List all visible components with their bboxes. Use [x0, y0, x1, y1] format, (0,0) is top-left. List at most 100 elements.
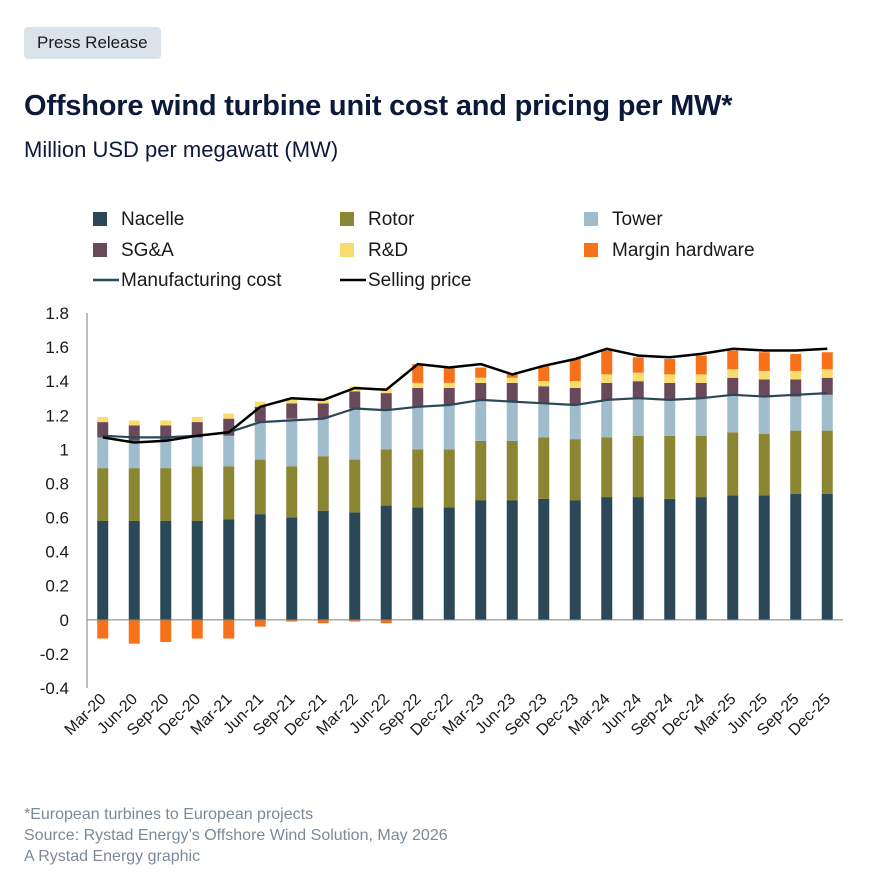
- bar-randd-jun-20: [128, 420, 140, 426]
- bar-nacelle-dec-20: [191, 520, 203, 620]
- y-tick-label: 0.4: [45, 543, 69, 562]
- bar-sganda-dec-23: [569, 388, 581, 406]
- legend-label-randd: R&D: [368, 240, 408, 261]
- bar-randd-mar-23: [475, 377, 487, 383]
- bar-margin-hardware-jun-24: [632, 357, 644, 373]
- legend-swatch-rotor: [340, 212, 354, 226]
- bar-nacelle-jun-23: [506, 500, 518, 620]
- bar-tower-mar-25: [727, 394, 739, 433]
- bar-nacelle-sep-22: [412, 507, 424, 620]
- bar-margin-hardware-jun-23: [506, 374, 518, 378]
- bar-tower-sep-20: [160, 440, 172, 469]
- bar-sganda-mar-20: [97, 422, 109, 438]
- bar-margin-hardware-sep-22: [412, 364, 424, 383]
- bar-randd-mar-20: [97, 416, 109, 423]
- legend: Nacelle Rotor Tower SG&A R&D Margin hardware M…: [93, 209, 755, 291]
- bar-sganda-mar-22: [349, 391, 361, 409]
- bar-tower-sep-23: [538, 403, 550, 438]
- bar-sganda-sep-20: [160, 425, 172, 441]
- y-tick-label: 0.8: [45, 474, 69, 493]
- bar-margin-hardware-mar-20: [97, 619, 109, 639]
- bar-tower-jun-20: [128, 440, 140, 469]
- bar-sganda-mar-25: [727, 377, 739, 395]
- bar-nacelle-jun-24: [632, 497, 644, 620]
- y-tick-label: 1: [60, 440, 69, 459]
- bar-randd-sep-21: [286, 398, 298, 404]
- bar-margin-hardware-mar-21: [223, 619, 235, 639]
- bar-nacelle-mar-20: [97, 520, 109, 620]
- source-note: Source: Rystad Energy’s Offshore Wind So…: [24, 827, 448, 844]
- bar-rotor-jun-23: [506, 440, 518, 501]
- bar-tower-dec-20: [191, 437, 203, 467]
- bar-rotor-jun-22: [380, 449, 392, 506]
- line-selling-price: [102, 347, 828, 444]
- legend-swatch-margin-hardware: [584, 243, 598, 257]
- bar-margin-hardware-mar-23: [475, 367, 487, 378]
- bar-rotor-dec-24: [695, 435, 707, 498]
- bar-sganda-mar-21: [223, 418, 235, 436]
- tick-labels-layer: -0.4-0.200.20.40.60.811.21.41.61.8Mar-20…: [40, 304, 834, 739]
- bar-tower-dec-21: [317, 418, 329, 457]
- bar-randd-dec-24: [695, 374, 707, 383]
- bar-randd-sep-20: [160, 420, 172, 426]
- bar-randd-sep-25: [790, 370, 802, 380]
- bar-tower-sep-25: [790, 396, 802, 431]
- bar-margin-hardware-dec-25: [821, 352, 833, 370]
- bar-sganda-jun-22: [380, 393, 392, 411]
- bar-nacelle-mar-22: [349, 512, 361, 620]
- bar-rotor-sep-24: [664, 435, 676, 499]
- bar-sganda-jun-24: [632, 381, 644, 399]
- chart-title: Offshore wind turbine unit cost and pric…: [24, 90, 733, 122]
- legend-label-manufacturing-cost: Manufacturing cost: [121, 270, 282, 291]
- bar-rotor-jun-20: [128, 468, 140, 521]
- bar-sganda-dec-21: [317, 403, 329, 419]
- bar-nacelle-sep-24: [664, 498, 676, 620]
- bar-tower-dec-24: [695, 398, 707, 436]
- bar-nacelle-jun-20: [128, 520, 140, 620]
- bar-margin-hardware-jun-22: [380, 619, 392, 624]
- bar-margin-hardware-jun-21: [254, 619, 266, 627]
- bar-randd-sep-24: [664, 374, 676, 383]
- y-tick-label: 0: [60, 611, 69, 630]
- legend-swatch-sganda: [93, 243, 107, 257]
- bar-sganda-sep-22: [412, 388, 424, 407]
- legend-label-margin-hardware: Margin hardware: [612, 240, 755, 261]
- bar-margin-hardware-dec-24: [695, 355, 707, 375]
- bar-rotor-sep-20: [160, 468, 172, 521]
- bar-randd-mar-25: [727, 369, 739, 378]
- bar-randd-dec-23: [569, 381, 581, 388]
- axes-layer: [86, 313, 843, 688]
- bar-nacelle-dec-23: [569, 500, 581, 620]
- bar-sganda-sep-21: [286, 403, 298, 419]
- bar-sganda-sep-25: [790, 379, 802, 397]
- press-release-badge: Press Release: [24, 27, 161, 59]
- bar-rotor-dec-25: [821, 430, 833, 494]
- bar-sganda-sep-23: [538, 386, 550, 404]
- bar-randd-dec-25: [821, 369, 833, 378]
- bar-tower-dec-25: [821, 394, 833, 431]
- bar-nacelle-jun-22: [380, 505, 392, 620]
- bar-tower-jun-24: [632, 398, 644, 436]
- bar-margin-hardware-mar-24: [601, 350, 613, 375]
- bar-tower-jun-25: [758, 396, 770, 435]
- bar-randd-mar-21: [223, 413, 235, 419]
- legend-swatch-nacelle: [93, 212, 107, 226]
- bar-tower-sep-22: [412, 406, 424, 450]
- bar-sganda-dec-24: [695, 382, 707, 399]
- bar-tower-dec-23: [569, 405, 581, 440]
- bar-margin-hardware-jun-25: [758, 352, 770, 371]
- y-tick-label: 1.8: [45, 304, 69, 323]
- bar-sganda-jun-21: [254, 406, 266, 423]
- bar-rotor-jun-21: [254, 459, 266, 515]
- y-tick-label: 1.4: [45, 372, 69, 391]
- bar-nacelle-dec-24: [695, 497, 707, 620]
- bar-nacelle-mar-21: [223, 519, 235, 620]
- bar-nacelle-dec-22: [443, 507, 455, 620]
- bar-rotor-mar-24: [601, 437, 613, 498]
- bars-layer: [97, 350, 833, 644]
- bar-randd-jun-24: [632, 372, 644, 382]
- bar-randd-dec-20: [191, 416, 203, 423]
- bar-tower-sep-24: [664, 399, 676, 436]
- legend-label-rotor: Rotor: [368, 209, 415, 230]
- bar-nacelle-mar-24: [601, 497, 613, 620]
